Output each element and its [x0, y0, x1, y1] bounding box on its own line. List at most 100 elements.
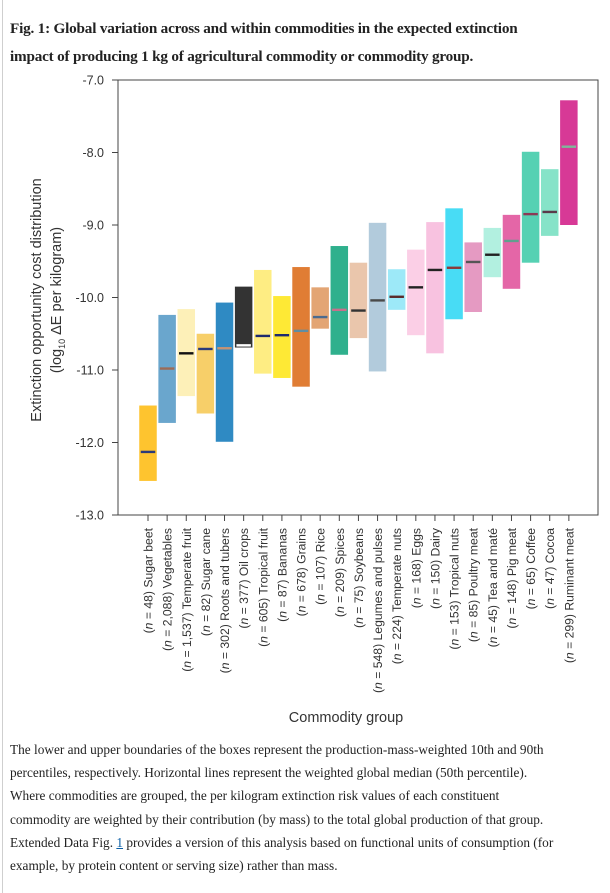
label-n-value: = 302) Roots and tubers	[218, 528, 232, 663]
caption-line-6: example, by protein content or serving s…	[10, 858, 338, 874]
label-n-symbol: n	[199, 625, 213, 632]
label-n-value: = 45) Tea and maté	[486, 528, 500, 637]
label-paren-open: (	[524, 605, 538, 609]
label-paren-open: (	[333, 613, 347, 617]
label-paren-open: (	[218, 669, 232, 673]
x-tick-label: (n = 299) Ruminant meat	[562, 527, 576, 663]
caption-line-3: Where commodities are grouped, the per k…	[10, 788, 500, 804]
label-n-value: = 75) Soybeans	[352, 528, 366, 617]
x-tick-label: (n = 168) Eggs	[409, 528, 423, 608]
x-tick-label: (n = 75) Soybeans	[352, 528, 366, 628]
label-paren-open: (	[295, 612, 309, 616]
y-tick-label: -13.0	[76, 509, 105, 523]
label-n-symbol: n	[448, 639, 462, 646]
label-n-value: = 87) Bananas	[275, 528, 289, 611]
box-oil-crops	[234, 286, 253, 348]
label-paren-open: (	[543, 605, 557, 609]
y-axis-label-line-1: Extinction opportunity cost distribution	[29, 178, 45, 421]
label-paren-open: (	[562, 659, 576, 663]
x-tick-label: (n = 377) Oil crops	[237, 528, 251, 629]
y-tick-label: -12.0	[76, 436, 105, 450]
box-coffee	[521, 151, 540, 263]
label-n-symbol: n	[409, 597, 423, 604]
label-paren-open: (	[409, 604, 423, 608]
label-n-value: = 153) Tropical nuts	[448, 528, 462, 639]
label-n-symbol: n	[467, 631, 481, 638]
label-paren-open: (	[256, 643, 270, 647]
label-paren-open: (	[390, 660, 404, 664]
caption-line-2: percentiles, respectively. Horizontal li…	[10, 765, 528, 781]
x-tick-label: (n = 47) Cocoa	[543, 528, 557, 609]
caption-line-5: Extended Data Fig. 1 provides a version …	[10, 831, 610, 854]
extended-data-fig-link[interactable]: 1	[116, 834, 124, 850]
label-paren-open: (	[161, 647, 175, 651]
y-axis: -7.0 -8.0 -9.0 -10.0 -11.0 -12.0 -13.0	[76, 74, 118, 523]
label-n-symbol: n	[275, 611, 289, 618]
box-sugar-beet	[139, 405, 157, 481]
box-rice	[311, 287, 329, 329]
label-paren-open: (	[486, 643, 500, 647]
y-label-subscript: 10	[57, 339, 67, 349]
x-axis: (n = 48) Sugar beet(n = 2,088) Vegetable…	[142, 515, 576, 693]
label-paren-open: (	[237, 625, 251, 629]
label-paren-open: (	[180, 668, 194, 672]
label-n-value: = 82) Sugar cane	[199, 528, 213, 625]
label-paren-open: (	[352, 624, 366, 628]
label-n-symbol: n	[486, 636, 500, 643]
label-n-value: = 224) Temperate nuts	[390, 528, 404, 653]
label-n-symbol: n	[543, 598, 557, 605]
y-axis-label-line-2: (log10 ΔE per kilogram)	[49, 227, 67, 373]
label-paren-open: (	[199, 632, 213, 636]
box-cocoa	[540, 169, 559, 236]
x-tick-label: (n = 82) Sugar cane	[199, 528, 213, 636]
extinction-box-chart: -7.0-8.0-9.0-10.0-11.0-12.0-13.0 (n = 48…	[29, 74, 599, 726]
x-tick-label: (n = 2,088) Vegetables	[161, 528, 175, 651]
x-tick-label: (n = 87) Bananas	[275, 528, 289, 622]
box-legumes-and-pulses	[368, 222, 387, 372]
caption-line-5-suffix: provides a version of this analysis base…	[123, 834, 554, 850]
x-tick-label: (n = 85) Poultry meat	[467, 527, 481, 642]
label-n-value: = 65) Coffee	[524, 528, 538, 599]
label-n-symbol: n	[562, 652, 576, 659]
label-paren-open: (	[428, 605, 442, 609]
box-eggs	[407, 249, 425, 336]
y-tick-label: -10.0	[76, 291, 105, 305]
x-tick-label: (n = 65) Coffee	[524, 528, 538, 610]
x-tick-label: (n = 107) Rice	[314, 528, 328, 605]
label-n-value: = 678) Grains	[295, 528, 309, 606]
caption-line-4: commodity are weighted by their contribu…	[10, 811, 544, 827]
x-tick-label: (n = 548) Legumes and pulses	[371, 528, 385, 693]
label-n-symbol: n	[352, 617, 366, 624]
box-bananas	[273, 296, 291, 378]
box-tea-and-mat-	[483, 227, 502, 278]
box-poultry-meat	[464, 242, 482, 312]
label-n-value: = 209) Spices	[333, 528, 347, 606]
x-tick-label: (n = 209) Spices	[333, 528, 347, 617]
box-spices	[330, 246, 349, 355]
x-tick-label: (n = 148) Pig meat	[505, 527, 519, 628]
label-n-value: = 107) Rice	[314, 528, 328, 594]
label-paren-open: (	[371, 689, 385, 693]
label-n-value: = 2,088) Vegetables	[161, 528, 175, 640]
y-tick-label: -7.0	[82, 74, 104, 88]
label-n-symbol: n	[256, 636, 270, 643]
label-n-value: = 168) Eggs	[409, 528, 423, 597]
label-n-symbol: n	[505, 618, 519, 625]
box-pig-meat	[502, 214, 521, 289]
box-sugar-cane	[196, 333, 215, 414]
label-paren-open: (	[142, 629, 156, 633]
label-n-value: = 85) Poultry meat	[467, 527, 481, 631]
label-paren-open: (	[314, 601, 328, 605]
x-axis-label: Commodity group	[289, 710, 403, 726]
box-grains	[292, 267, 310, 387]
y-tick-label: -11.0	[76, 364, 104, 378]
label-n-symbol: n	[524, 598, 538, 605]
label-n-symbol: n	[180, 661, 194, 668]
label-paren-open: (	[505, 625, 519, 629]
label-n-value: = 548) Legumes and pulses	[371, 528, 385, 682]
y-label-suffix: ΔE per kilogram)	[49, 227, 65, 339]
label-n-value: = 48) Sugar beet	[142, 527, 156, 622]
label-n-value: = 605) Tropical fruit	[256, 527, 270, 636]
x-tick-label: (n = 153) Tropical nuts	[448, 528, 462, 650]
label-n-value: = 148) Pig meat	[505, 527, 519, 617]
